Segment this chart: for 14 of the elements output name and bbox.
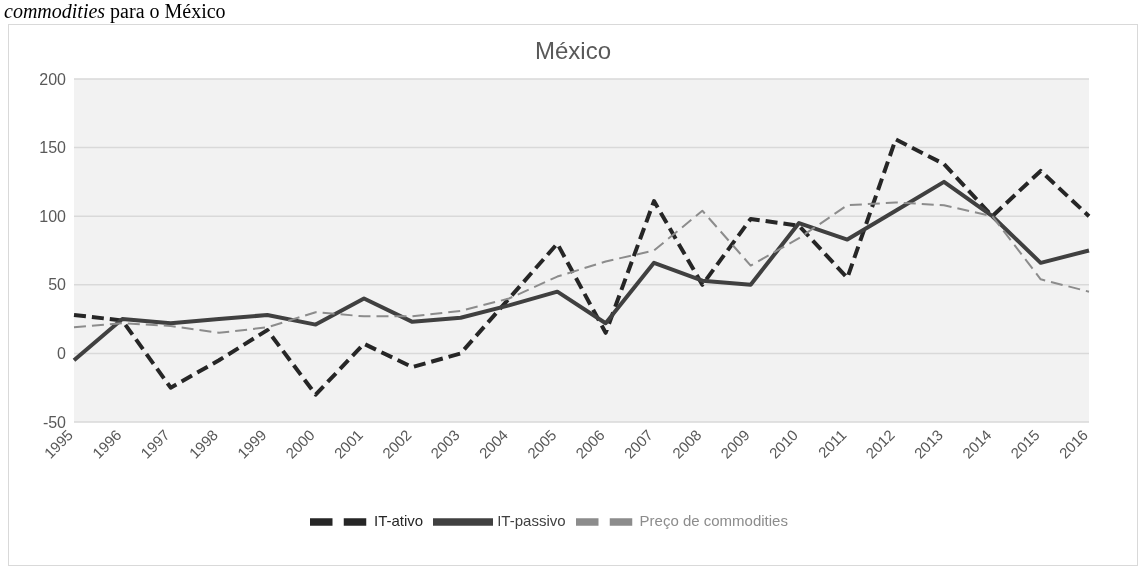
legend-label: IT-passivo <box>497 511 566 529</box>
y-tick-label: 50 <box>48 276 67 294</box>
line-series <box>73 201 1090 334</box>
y-tick-label: -50 <box>42 413 67 431</box>
text: commodities para o México <box>4 0 226 22</box>
y-tick-label: 0 <box>57 345 67 363</box>
chart-title: México <box>534 37 612 66</box>
line-series <box>72 179 1091 363</box>
line-series <box>72 137 1091 397</box>
y-tick-label: 100 <box>39 207 67 225</box>
y-tick-label: 200 <box>39 70 67 88</box>
y-tick-label: 150 <box>39 139 67 157</box>
legend-label: Preço de commodities <box>639 511 788 529</box>
legend-label: IT-ativo <box>374 511 424 529</box>
